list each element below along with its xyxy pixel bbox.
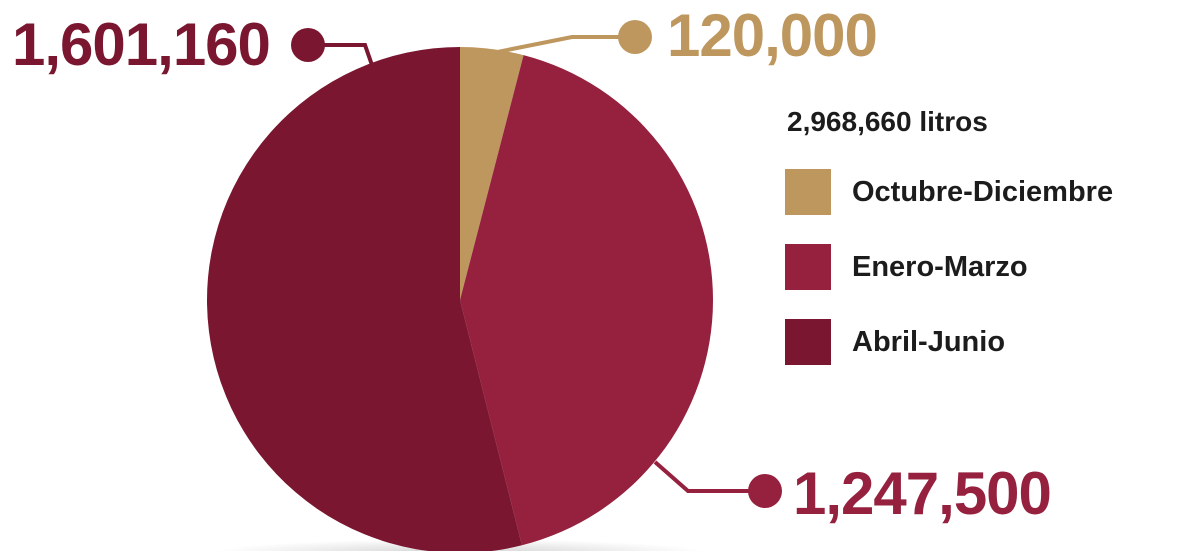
pie-slice-abril-junio [207,47,522,551]
legend-item-enero-marzo: Enero-Marzo [785,244,1028,290]
legend-label: Enero-Marzo [852,250,1028,283]
leader-lines [291,20,782,508]
legend-label: Octubre-Diciembre [852,175,1114,208]
data-label-enero-marzo: 1,247,500 [793,460,1052,527]
legend-label: Abril-Junio [852,325,1006,358]
leader-dot-abril-junio [291,28,325,62]
pie-slice-enero-marzo [460,55,713,546]
legend-swatch [785,244,831,290]
leader-line-octubre-diciembre [491,35,635,55]
legend-item-abril-junio: Abril-Junio [785,319,1005,365]
leader-dot-enero-marzo [748,474,782,508]
legend-swatch [785,319,831,365]
pie-slice-octubre-diciembre [460,47,524,300]
data-label-abril-junio: 1,601,160 [12,11,271,78]
pie-slices [207,47,713,551]
leader-line-enero-marzo [653,460,765,493]
legend-item-octubre-diciembre: Octubre-Diciembre [785,169,1113,215]
data-label-octubre-diciembre: 120,000 [667,2,878,69]
leader-line-abril-junio [308,43,375,69]
leader-dot-octubre-diciembre [618,20,652,54]
legend-title: 2,968,660 litros [787,106,988,137]
legend-swatch [785,169,831,215]
